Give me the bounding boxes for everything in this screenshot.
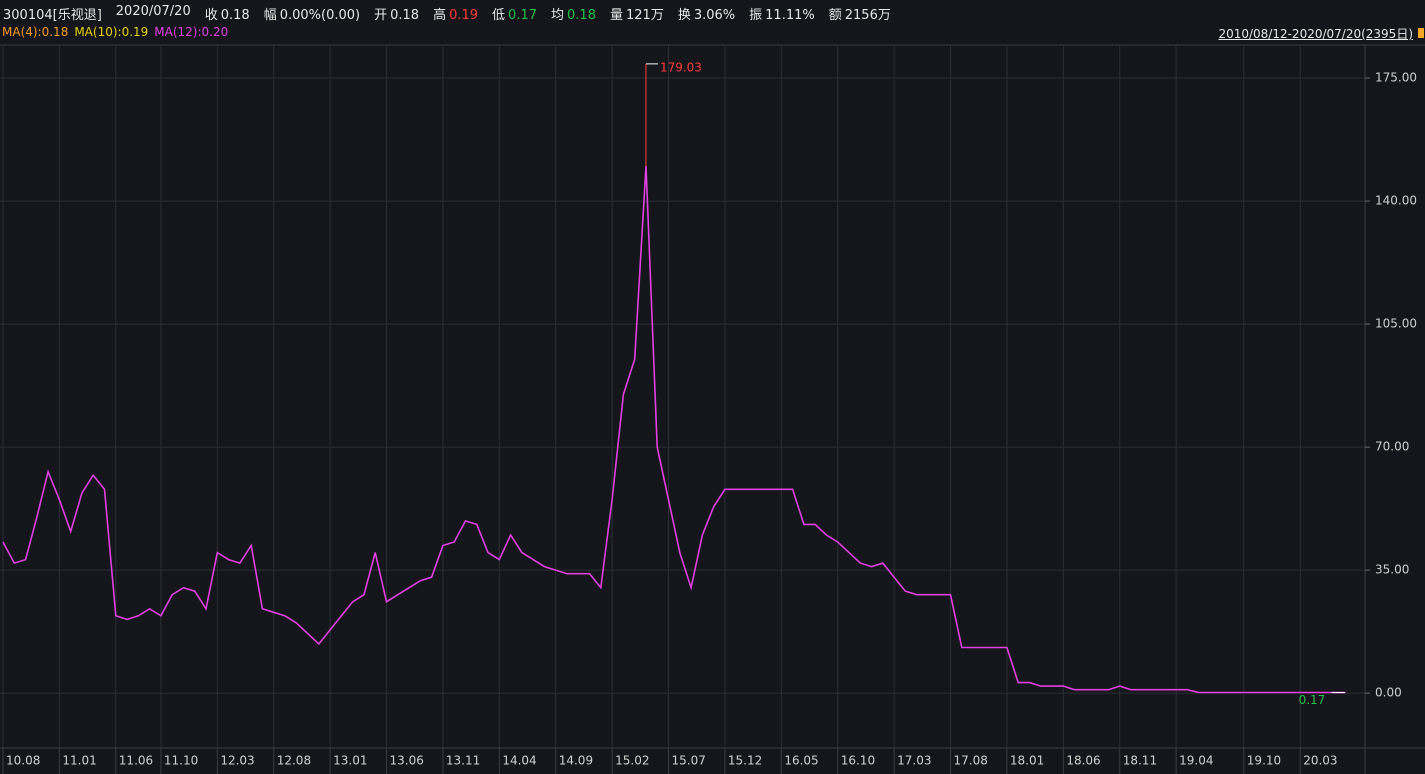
quote-label: 幅 xyxy=(263,8,277,23)
quote-value: 2156万 xyxy=(844,8,891,23)
x-tick-label: 19.10 xyxy=(1247,754,1281,768)
quote-value: 0.18 xyxy=(390,8,420,23)
x-tick-label: 14.09 xyxy=(559,754,593,768)
header-text: 2020/07/20 xyxy=(115,4,191,19)
header-text: 300104[乐视退] xyxy=(3,8,102,23)
quote-item: 振 11.11% xyxy=(749,4,815,23)
x-tick-label: 16.10 xyxy=(841,754,875,768)
x-tick-label: 10.08 xyxy=(6,754,40,768)
y-tick-label: 105.00 xyxy=(1375,317,1417,331)
quote-label: 低 xyxy=(492,8,506,23)
legend-entry: MA(12):0.20 xyxy=(154,25,229,39)
high-label: 179.03 xyxy=(660,60,702,74)
quote-label: 高 xyxy=(433,8,447,23)
x-tick-label: 15.02 xyxy=(615,754,649,768)
y-tick-label: 0.00 xyxy=(1375,686,1402,700)
quote-item: 高 0.19 xyxy=(433,4,479,23)
quote-label: 额 xyxy=(828,8,842,23)
x-tick-label: 18.11 xyxy=(1123,754,1157,768)
x-tick-label: 18.01 xyxy=(1010,754,1044,768)
x-tick-label: 11.01 xyxy=(62,754,96,768)
quote-label: 振 xyxy=(749,8,763,23)
x-tick-label: 16.05 xyxy=(784,754,818,768)
x-tick-label: 11.06 xyxy=(119,754,153,768)
x-tick-label: 14.04 xyxy=(502,754,536,768)
quote-label: 收 xyxy=(204,8,218,23)
quote-item: 额 2156万 xyxy=(828,4,891,23)
quote-label: 换 xyxy=(677,8,691,23)
x-tick-label: 19.04 xyxy=(1179,754,1213,768)
quote-label: 均 xyxy=(551,8,565,23)
range-label[interactable]: 2010/08/12-2020/07/20(2395日) xyxy=(1218,27,1413,41)
legend-entry: MA(4):0.18 xyxy=(2,25,69,39)
quote-item: 均 0.18 xyxy=(551,4,596,23)
quote-value: 0.18 xyxy=(220,8,250,23)
x-tick-label: 13.06 xyxy=(390,754,424,768)
legend-entry: MA(10):0.19 xyxy=(74,25,149,39)
x-tick-label: 17.08 xyxy=(954,754,988,768)
quote-value: 121万 xyxy=(625,8,664,23)
x-tick-label: 20.03 xyxy=(1303,754,1337,768)
ma-legend: MA(4):0.18 MA(10):0.19 MA(12):0.20 xyxy=(2,25,228,39)
quote-value: 0.18 xyxy=(567,8,596,23)
quote-item: 开 0.18 xyxy=(374,4,420,23)
low-label: 0.17 xyxy=(1299,693,1326,707)
quote-item: 幅 0.00%(0.00) xyxy=(263,4,361,23)
quote-label: 量 xyxy=(609,8,623,23)
quote-label: 开 xyxy=(374,8,388,23)
quote-item: 量 121万 xyxy=(609,4,664,23)
x-tick-label: 11.10 xyxy=(164,754,198,768)
quote-value: 0.00%(0.00) xyxy=(279,8,361,23)
y-tick-label: 175.00 xyxy=(1375,71,1417,85)
y-tick-label: 35.00 xyxy=(1375,563,1409,577)
quote-item: 换 3.06% xyxy=(677,4,736,23)
quote-header: 300104[乐视退] 2020/07/20 收 0.18 幅 0.00%(0.00) 开 0… xyxy=(3,4,891,23)
x-tick-label: 12.08 xyxy=(277,754,311,768)
quote-item: 低 0.17 xyxy=(492,4,537,23)
x-tick-label: 13.11 xyxy=(446,754,480,768)
quote-value: 0.19 xyxy=(449,8,479,23)
y-tick-label: 70.00 xyxy=(1375,440,1409,454)
range-icon xyxy=(1418,28,1424,38)
quote-item: 收 0.18 xyxy=(204,4,250,23)
quote-value: 3.06% xyxy=(693,8,736,23)
price-line xyxy=(2,165,1346,694)
x-tick-label: 17.03 xyxy=(897,754,931,768)
quote-value: 11.11% xyxy=(765,8,815,23)
x-tick-label: 15.07 xyxy=(672,754,706,768)
x-tick-label: 12.03 xyxy=(220,754,254,768)
y-tick-label: 140.00 xyxy=(1375,194,1417,208)
x-tick-label: 13.01 xyxy=(333,754,367,768)
x-tick-label: 15.12 xyxy=(728,754,762,768)
quote-value: 0.17 xyxy=(508,8,537,23)
x-tick-label: 18.06 xyxy=(1066,754,1100,768)
